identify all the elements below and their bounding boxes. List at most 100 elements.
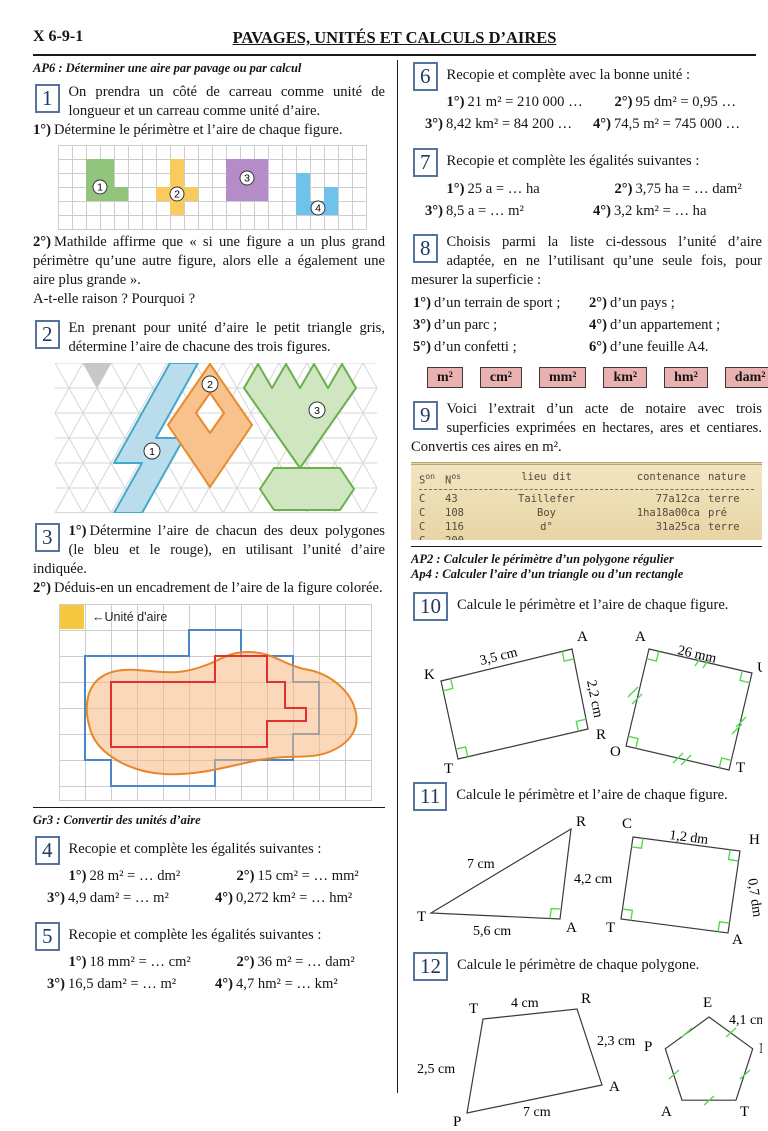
notary-table: Son Nos lieu dit contenance nature C 43 T…: [411, 461, 762, 540]
exercise-5: 5 Recopie et complète les égalités suiva…: [33, 921, 385, 996]
list-item: 4°) 3,2 km² = … ha: [593, 201, 762, 223]
quadrilateral-trap: [466, 1008, 603, 1114]
exercise-4: 4 Recopie et complète les égalités suiva…: [33, 835, 385, 910]
ex5-title: Recopie et complète les égalités suivant…: [68, 926, 322, 943]
col-numero: Nos: [445, 471, 461, 487]
figure-triangle-grid: 1 2 3: [55, 362, 385, 513]
list-item: 4°) 4,7 hm² = … km²: [215, 974, 385, 996]
item-text: d’un terrain de sport ;: [434, 295, 561, 312]
col-lieu-dit: lieu dit: [521, 470, 572, 483]
item-number: 4°): [593, 202, 611, 219]
list-item: 2°) 36 m² = … dam²: [237, 952, 386, 974]
item-text: 3,2 km² = … ha: [614, 202, 707, 219]
figure-area-grid: ←Unité d'aire: [59, 603, 372, 801]
item-text: 8,42 km² = 84 200 …: [446, 116, 573, 133]
ex4-title: Recopie et complète les égalités suivant…: [68, 840, 322, 857]
ex1-q3-text: A-t-elle raison ? Pourquoi ?: [33, 290, 196, 307]
ex11-title: Calcule le périmètre et l’aire de chaque…: [456, 786, 728, 803]
table-row: C 116 d° 31a25ca terre: [419, 521, 740, 534]
item-number: 2°): [614, 180, 633, 197]
vertex-label-P: P: [453, 1114, 461, 1130]
item-text: 28 m² = … dm²: [89, 868, 181, 885]
ex5-row-2: 3°) 16,5 dam² = … m² 4°) 4,7 hm² = … km²: [47, 974, 385, 996]
triangle-figure-2-label: 2: [207, 379, 213, 391]
vertex-label-T: T: [469, 1001, 478, 1017]
list-item: 1°) 21 m² = 210 000 …: [447, 92, 615, 114]
ex1-q2-number: 2°): [33, 233, 51, 250]
caption-gr3: Gr3 : Convertir des unités d’aire: [33, 812, 201, 827]
exercise-11-number: 11: [413, 781, 448, 811]
dim-7-cm: 7 cm: [523, 1105, 551, 1120]
vertex-label-N: N: [759, 1041, 762, 1057]
exercise-10-number: 10: [413, 591, 448, 621]
item-text: d’un confetti ;: [434, 339, 517, 356]
dim-4-cm: 4 cm: [511, 996, 539, 1011]
item-text: 3,75 ha = … dam²: [635, 180, 742, 197]
item-number: 3°): [425, 116, 443, 133]
label-circle-3: [308, 401, 326, 419]
item-text: 25 a = … ha: [467, 180, 540, 197]
item-text: d’un appartement ;: [610, 317, 721, 334]
exercise-9-number: 9: [413, 401, 438, 431]
item-number: 2°): [236, 954, 255, 971]
ex7-row-2: 3°) 8,5 a = … m² 4°) 3,2 km² = … ha: [425, 201, 762, 223]
list-item: 5°) d’un confetti ;: [413, 337, 589, 359]
list-item: 4°) 74,5 m² = 745 000 …: [593, 114, 762, 136]
dim-7-cm: 7 cm: [467, 857, 495, 872]
unit-option-mm2: mm²: [538, 367, 587, 389]
dim-4-1-cm: 4,1 cm: [729, 1013, 762, 1028]
course-code: X 6-9-1: [33, 28, 84, 45]
item-number: 4°): [589, 317, 607, 334]
left-column: AP6 : Déterminer une aire par pavage ou …: [33, 56, 397, 1131]
list-item: 2°) d’un pays ;: [589, 293, 762, 315]
blue-u-shape: [296, 172, 338, 215]
vertex-label-E: E: [703, 995, 712, 1011]
vertex-label-T: T: [417, 909, 426, 925]
vertex-label-R: R: [596, 727, 606, 743]
section-rule-ap2: [411, 545, 762, 547]
vertex-label-A2: A: [732, 932, 743, 945]
ex4-row-2: 3°) 4,9 dam² = … m² 4°) 0,272 km² = … hm²: [47, 888, 385, 910]
exercise-8: 8 Choisis parmi la liste ci-dessous l’un…: [411, 233, 768, 390]
right-column: 6 Recopie et complète avec la bonne unit…: [398, 56, 768, 1131]
item-text: 8,5 a = … m²: [446, 202, 524, 219]
list-item: 2°) 3,75 ha = … dam²: [615, 179, 763, 201]
item-number: 5°): [413, 339, 431, 356]
unit-option-hm2: hm²: [664, 367, 708, 389]
green-l-shape: [86, 158, 128, 201]
ex3-q1-number: 1°): [68, 522, 87, 539]
list-item: 6°) d’une feuille A4.: [589, 337, 762, 359]
exercise-12: 12 Calcule le périmètre de chaque polygo…: [411, 951, 762, 983]
triangle-figure-3-label: 3: [314, 405, 320, 417]
unit-area-label: ←Unité d'aire: [92, 610, 167, 624]
vertex-label-O: O: [610, 744, 621, 760]
vertex-label-R: R: [581, 991, 591, 1007]
two-column-layout: AP6 : Déterminer une aire par pavage ou …: [0, 56, 768, 1131]
vertex-label-R: R: [576, 814, 586, 830]
item-text: 95 dm² = 0,95 …: [635, 94, 737, 111]
notary-table-header: Son Nos lieu dit contenance nature: [419, 470, 754, 491]
gray-unit-triangle: [83, 362, 111, 388]
ex12-title: Calcule le périmètre de chaque polygone.: [457, 956, 700, 973]
page-header: X 6-9-1 PAVAGES, UNITÉS ET CALCULS D’AIR…: [33, 28, 756, 56]
ex3-q1-text: Détermine l’aire de chacun des deux poly…: [33, 522, 385, 577]
triangle-tra: [428, 827, 572, 920]
item-number: 6°): [589, 339, 607, 356]
ex1-intro: On prendra un côté de carreau comme unit…: [68, 84, 386, 119]
right-angle-marks: [442, 651, 750, 768]
figure-grid-shapes: 1 2 3 4: [86, 158, 338, 216]
figure-triangle-tra-rect-chat: T R A C H A T 7 cm 4,2 cm 5,6 cm 1,2 dm …: [417, 814, 762, 945]
vertex-label-K: K: [424, 667, 435, 683]
item-text: 18 mm² = … cm²: [89, 954, 191, 971]
list-item: 1°) d’un terrain de sport ;: [413, 293, 589, 315]
label-circle-4: [310, 200, 326, 216]
ex3-q2-number: 2°): [33, 579, 51, 596]
vertex-label-T2: T: [606, 920, 615, 936]
exercise-11: 11 Calcule le périmètre et l’aire de cha…: [411, 781, 762, 813]
label-circle-1: [143, 442, 161, 460]
exercise-6-number: 6: [413, 62, 438, 91]
table-row: C200: [419, 534, 754, 540]
unit-option-cm2: cm²: [479, 367, 522, 389]
exercise-3: 3 1°) Détermine l’aire de chacun des deux…: [33, 522, 385, 598]
dim-2-2-cm: 2,2 cm: [583, 679, 605, 719]
